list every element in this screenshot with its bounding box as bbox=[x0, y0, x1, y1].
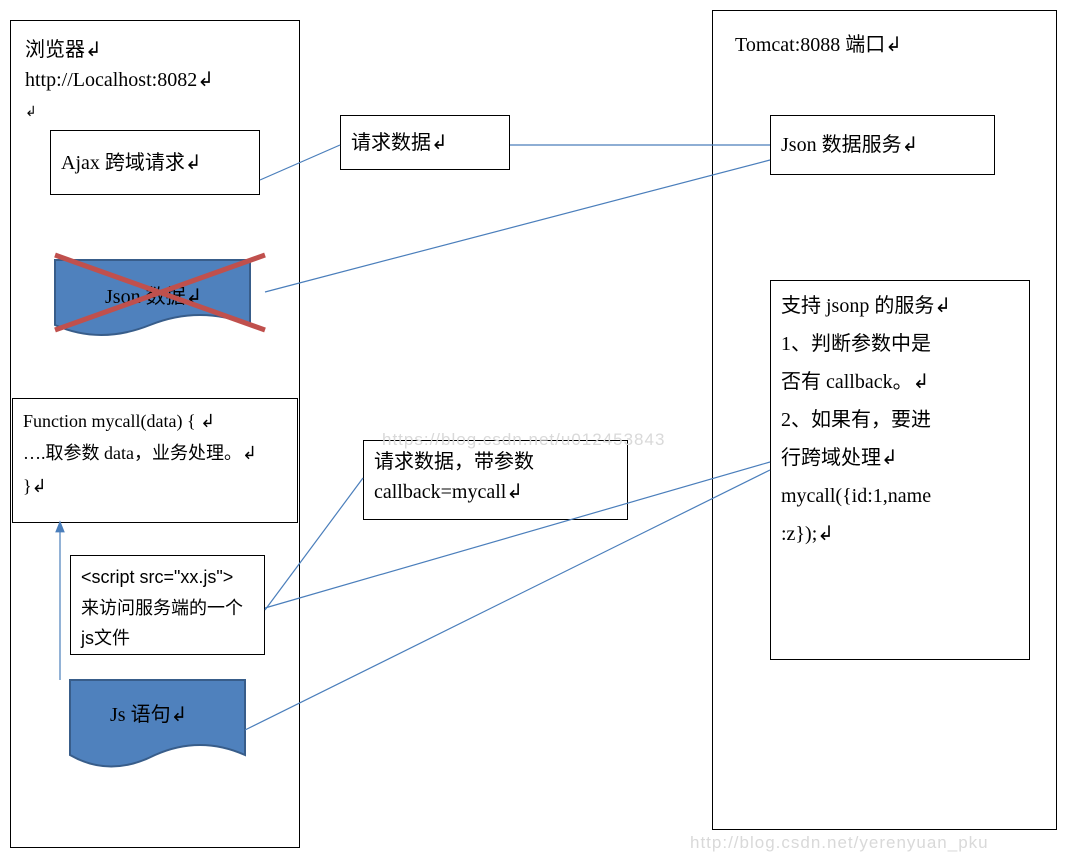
watermark-1: https://blog.csdn.net/u012453843 bbox=[382, 430, 665, 450]
function-line2: ….取参数 data，业务处理。↲ bbox=[23, 443, 257, 463]
watermark-2: http://blog.csdn.net/yerenyuan_pku bbox=[690, 833, 989, 853]
script-line2: 来访问服务端的一个 bbox=[81, 598, 243, 618]
function-line1: Function mycall(data) { ↲ bbox=[23, 411, 215, 431]
js-statement-label: Js 语句↲ bbox=[110, 700, 187, 730]
jsonp-line1: 1、判断参数中是 bbox=[781, 333, 931, 355]
jsonp-line3: 2、如果有，要进 bbox=[781, 409, 931, 431]
jsonp-line4: 行跨域处理↲ bbox=[781, 447, 898, 469]
script-src-box: <script src="xx.js"> 来访问服务端的一个 js文件 bbox=[70, 555, 265, 655]
jsonp-line5: mycall({id:1,name bbox=[781, 485, 931, 507]
browser-title-line2: http://Localhost:8082↲ bbox=[25, 69, 214, 91]
jsonp-line6: :z});↲ bbox=[781, 523, 834, 545]
browser-title: 浏览器↲ http://Localhost:8082↲ ↲ bbox=[25, 35, 214, 125]
request-callback-box: 请求数据，带参数 callback=mycall↲ bbox=[363, 440, 628, 520]
json-service-text: Json 数据服务↲ bbox=[781, 130, 918, 160]
function-box: Function mycall(data) { ↲ ….取参数 data，业务处… bbox=[12, 398, 298, 523]
request2-line1: 请求数据，带参数 bbox=[374, 451, 534, 473]
json-service-box: Json 数据服务↲ bbox=[770, 115, 995, 175]
script-line1: <script src="xx.js"> bbox=[81, 567, 233, 587]
browser-title-pmark: ↲ bbox=[25, 105, 37, 120]
conn-json-service-to-jsondata bbox=[265, 160, 770, 292]
browser-title-line1: 浏览器↲ bbox=[25, 39, 102, 61]
request-data-text: 请求数据↲ bbox=[351, 128, 448, 158]
jsonp-support-box: 支持 jsonp 的服务↲ 1、判断参数中是 否有 callback。↲ 2、如… bbox=[770, 280, 1030, 660]
json-data-label: Json 数据↲ bbox=[105, 282, 202, 312]
function-line3: }↲ bbox=[23, 476, 47, 496]
ajax-box: Ajax 跨域请求↲ bbox=[50, 130, 260, 195]
jsonp-line0: 支持 jsonp 的服务↲ bbox=[781, 295, 951, 317]
server-title: Tomcat:8088 端口↲ bbox=[735, 30, 902, 60]
ajax-box-text: Ajax 跨域请求↲ bbox=[61, 148, 202, 178]
jsonp-line2: 否有 callback。↲ bbox=[781, 371, 929, 393]
request2-line2: callback=mycall↲ bbox=[374, 481, 523, 503]
script-line3: js文件 bbox=[81, 628, 130, 648]
request-data-box: 请求数据↲ bbox=[340, 115, 510, 170]
